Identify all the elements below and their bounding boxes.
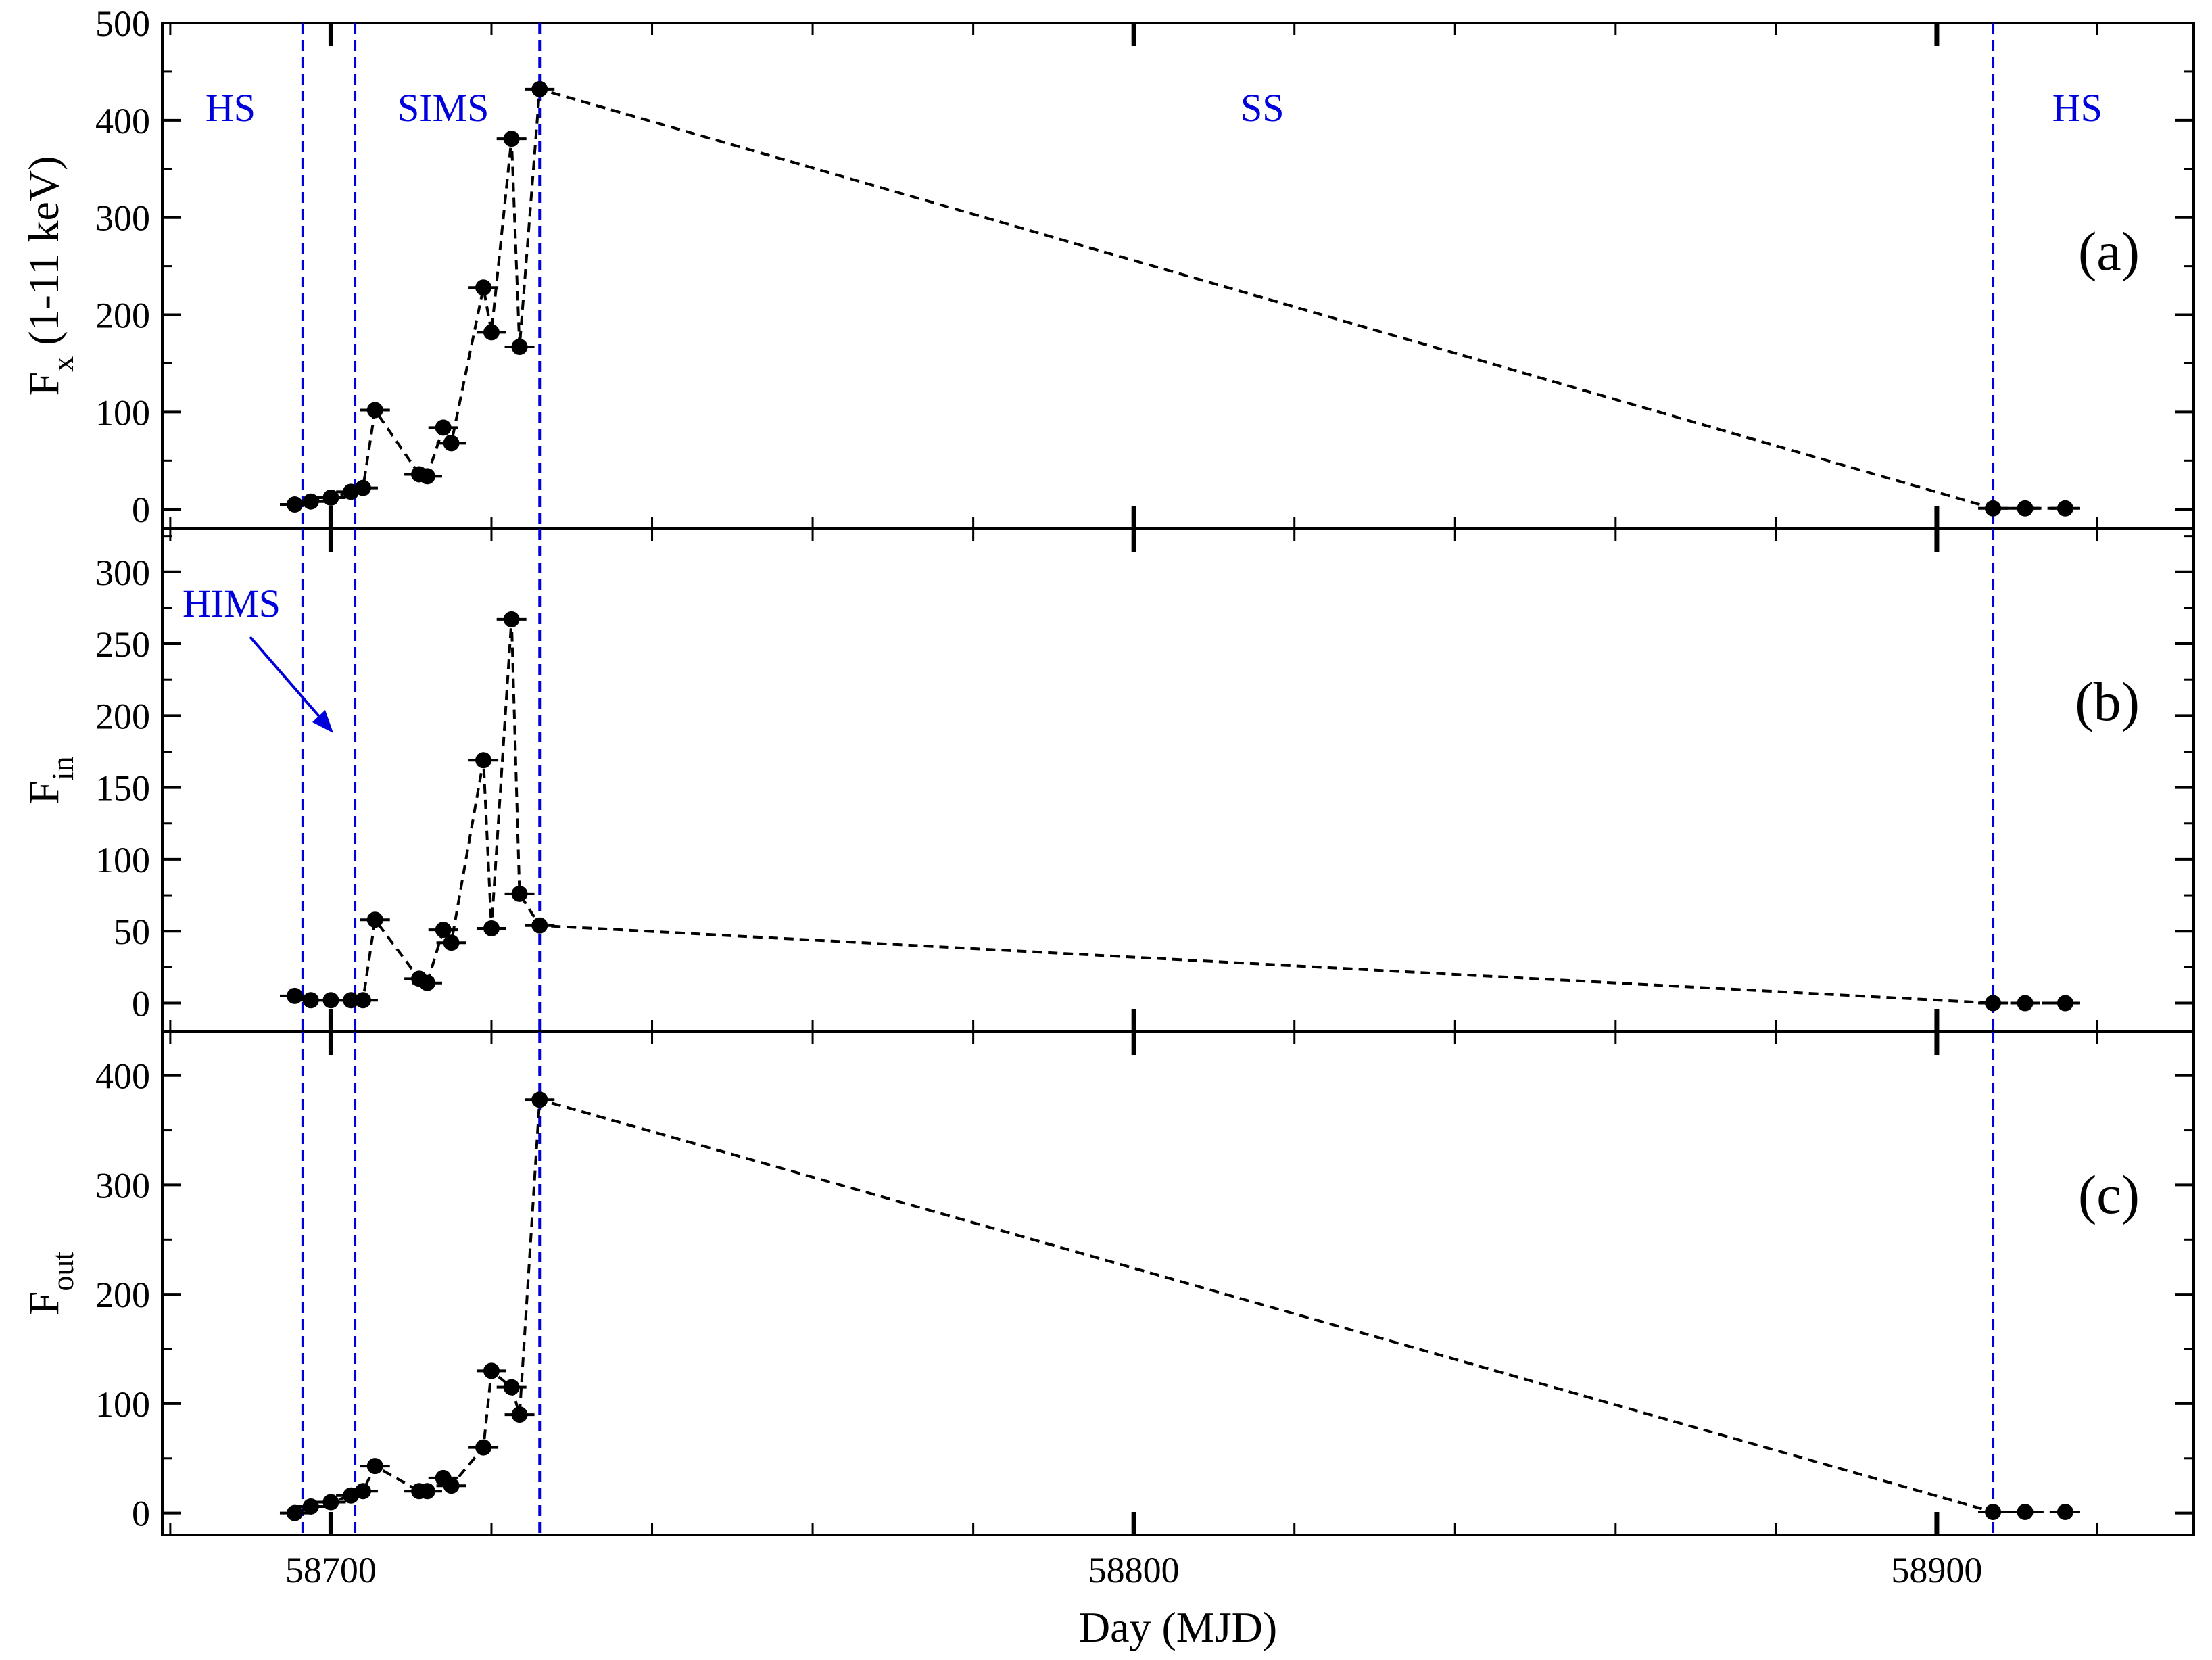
y-tick-label: 200 (95, 1275, 150, 1315)
data-point (435, 419, 452, 436)
data-point (475, 752, 492, 769)
data-point (286, 987, 303, 1004)
data-point (354, 479, 371, 496)
y-axis-label: Fin (20, 756, 80, 804)
data-point (286, 1504, 303, 1521)
data-point (1985, 500, 2002, 517)
data-point (366, 402, 383, 419)
data-point (483, 324, 500, 341)
y-tick-label: 500 (95, 3, 150, 44)
x-tick-label: 58700 (285, 1550, 377, 1590)
data-point (322, 489, 339, 506)
state-region-label: HS (2052, 86, 2102, 130)
data-point (1985, 995, 2002, 1012)
data-point (2057, 500, 2073, 517)
data-point (418, 468, 435, 485)
data-point (2017, 995, 2034, 1012)
data-point (418, 1483, 435, 1500)
data-point (322, 1494, 339, 1511)
y-axis-label: Fx (1-11 keV) (20, 156, 80, 396)
data-point (1985, 1504, 2002, 1521)
data-point (302, 1498, 319, 1515)
y-tick-label: 300 (95, 198, 150, 239)
data-point (503, 611, 520, 627)
y-tick-label: 300 (95, 552, 150, 593)
panel-frame (161, 527, 2195, 1033)
panel-b: 0 50 100 150 200 250 300 Fin (b) HIMS (20, 527, 2195, 1033)
panel-c: 0 100 200 300 400 Fout (c) (20, 1030, 2195, 1536)
y-tick-label: 0 (132, 490, 150, 530)
data-point (511, 339, 528, 356)
y-tick-label: 200 (95, 295, 150, 336)
data-point (2017, 1504, 2034, 1521)
data-point (366, 1458, 383, 1475)
series-line (294, 619, 2065, 1005)
y-tick-label: 50 (114, 911, 150, 952)
data-point (531, 1091, 548, 1108)
data-point (2017, 500, 2034, 517)
data-point (483, 920, 500, 936)
state-region-label: SS (1241, 86, 1284, 130)
panel-tag: (a) (2078, 220, 2140, 282)
y-tick-label: 100 (95, 840, 150, 880)
data-point (366, 911, 383, 928)
series-line (294, 1097, 2065, 1515)
data-point (286, 496, 303, 513)
state-region-label: HS (206, 86, 256, 130)
data-point (503, 131, 520, 147)
panel-a: 0 100 200 300 400 500 Fx (1-11 keV) (a) HS SIMS SS… (20, 3, 2195, 530)
series-line (294, 87, 2065, 510)
y-tick-label: 0 (132, 983, 150, 1024)
data-point (475, 1439, 492, 1456)
data-point (322, 992, 339, 1009)
x-axis-label: Day (MJD) (1079, 1603, 1277, 1651)
y-tick-label: 400 (95, 101, 150, 141)
y-tick-label: 300 (95, 1165, 150, 1206)
data-point (354, 1483, 371, 1500)
hims-arrow-line (249, 636, 328, 726)
data-point (2057, 995, 2073, 1012)
hims-arrow-head (312, 710, 333, 733)
y-tick-label: 250 (95, 624, 150, 665)
y-tick-label: 150 (95, 768, 150, 809)
data-point (354, 992, 371, 1009)
state-region-label: SIMS (398, 86, 489, 130)
y-tick-label: 0 (132, 1494, 150, 1534)
data-point (443, 1477, 460, 1494)
data-point (302, 493, 319, 510)
y-tick-label: 200 (95, 696, 150, 736)
data-point (2057, 1504, 2073, 1521)
data-point (418, 974, 435, 991)
data-point (475, 279, 492, 296)
data-point (511, 885, 528, 902)
y-axis-label: Fout (20, 1252, 80, 1316)
data-point (443, 435, 460, 452)
hims-annotation-label: HIMS (183, 582, 281, 625)
panel-tag: (c) (2078, 1164, 2140, 1225)
data-point (435, 922, 452, 939)
y-tick-label: 100 (95, 1384, 150, 1425)
x-tick-label: 58800 (1088, 1550, 1180, 1590)
data-point (531, 80, 548, 97)
data-point (302, 992, 319, 1009)
panel-frame (161, 1030, 2195, 1536)
data-point (483, 1362, 500, 1379)
data-point (511, 1406, 528, 1423)
x-tick-label: 58900 (1891, 1550, 1982, 1590)
panel-tag: (b) (2075, 671, 2140, 732)
data-point (443, 934, 460, 951)
y-tick-label: 100 (95, 392, 150, 433)
y-tick-label: 400 (95, 1056, 150, 1097)
data-point (503, 1379, 520, 1396)
data-point (531, 917, 548, 934)
